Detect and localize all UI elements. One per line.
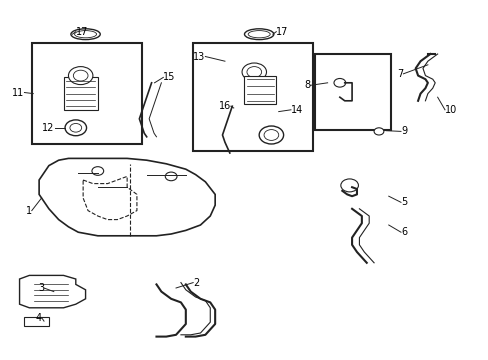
Bar [193,43,312,151]
Circle shape [73,70,88,81]
Text: 12: 12 [42,123,55,133]
Circle shape [65,120,86,136]
Circle shape [340,179,358,192]
Text: 15: 15 [163,72,175,82]
Text: 5: 5 [400,197,407,207]
Text: 10: 10 [444,105,456,115]
Bar [63,77,98,110]
Text: 3: 3 [38,283,44,293]
Circle shape [70,123,81,132]
Text: 14: 14 [290,105,303,115]
Text: 9: 9 [400,126,407,136]
Text: 13: 13 [193,51,205,62]
Text: 1: 1 [25,206,32,216]
Circle shape [242,63,266,81]
Text: 11: 11 [12,87,24,98]
Circle shape [92,167,103,175]
Text: 6: 6 [400,227,407,237]
Text: 4: 4 [35,312,41,323]
Text: 17: 17 [276,27,288,37]
Ellipse shape [74,31,96,38]
Text: 17: 17 [76,27,88,37]
Bar [315,54,390,130]
Bar [32,43,142,144]
Text: 16: 16 [218,101,230,111]
Text: 8: 8 [304,80,310,90]
Text: 2: 2 [193,278,199,288]
Circle shape [264,130,278,140]
Ellipse shape [247,31,269,38]
Circle shape [246,67,261,77]
Circle shape [333,78,345,87]
Bar [24,317,49,326]
Text: 7: 7 [396,69,403,79]
Circle shape [68,67,93,85]
Circle shape [373,128,383,135]
Bar [244,76,276,104]
Circle shape [165,172,177,181]
Circle shape [259,126,283,144]
